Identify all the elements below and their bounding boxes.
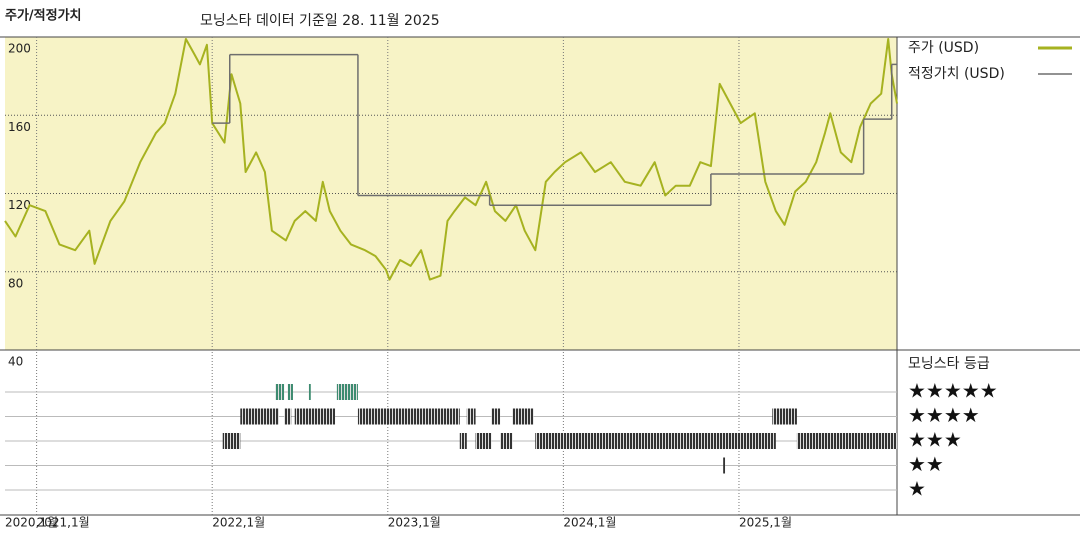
rating-label: ★★★ — [908, 428, 962, 452]
y-tick-label: 40 — [8, 355, 23, 369]
y-tick-label: 160 — [8, 120, 31, 134]
rating-bar — [772, 408, 797, 425]
x-tick-label: 2024,1월 — [563, 516, 616, 530]
rating-title: 모닝스타 등급 — [908, 356, 990, 372]
rating-bar — [357, 408, 460, 425]
rating-bar — [284, 408, 292, 425]
rating-label: ★★★★★ — [908, 379, 998, 403]
rating-bar — [287, 384, 293, 400]
rating-bar — [512, 408, 534, 425]
chart-subtitle: 모닝스타 데이터 기준일 28. 11월 2025 — [200, 13, 440, 29]
plot-background — [5, 37, 897, 350]
x-tick-label: 2020,1월 — [5, 516, 58, 530]
rating-bar — [500, 433, 513, 449]
x-tick-label: 2025,1월 — [739, 516, 792, 530]
price-line — [4, 38, 898, 281]
rating-label: ★ — [908, 477, 926, 501]
x-tick-label: 2022,1월 — [212, 516, 265, 530]
rating-label: ★★ — [908, 452, 944, 476]
rating-bar — [535, 433, 776, 449]
x-tick-label: 2021,1월 — [37, 516, 90, 530]
legend-label: 주가 (USD) — [908, 40, 979, 56]
rating-bar — [275, 384, 285, 400]
y-tick-label: 200 — [8, 42, 31, 56]
rating-bar — [240, 408, 279, 425]
rating-bar — [308, 384, 311, 400]
chart-title: 주가/적정가치 — [5, 8, 82, 24]
y-tick-label: 120 — [8, 198, 31, 212]
rating-bar — [491, 408, 501, 425]
rating-bar — [475, 433, 492, 449]
rating-bar — [466, 408, 476, 425]
x-tick-label: 2023,1월 — [388, 516, 441, 530]
rating-bar — [459, 433, 467, 449]
legend-label: 적정가치 (USD) — [908, 66, 1005, 82]
rating-bar — [336, 384, 358, 400]
rating-bar — [723, 457, 726, 474]
rating-bar — [222, 433, 241, 449]
y-tick-label: 80 — [8, 276, 23, 290]
rating-label: ★★★★ — [908, 403, 980, 427]
rating-bar — [796, 433, 897, 449]
rating-bar — [294, 408, 336, 425]
